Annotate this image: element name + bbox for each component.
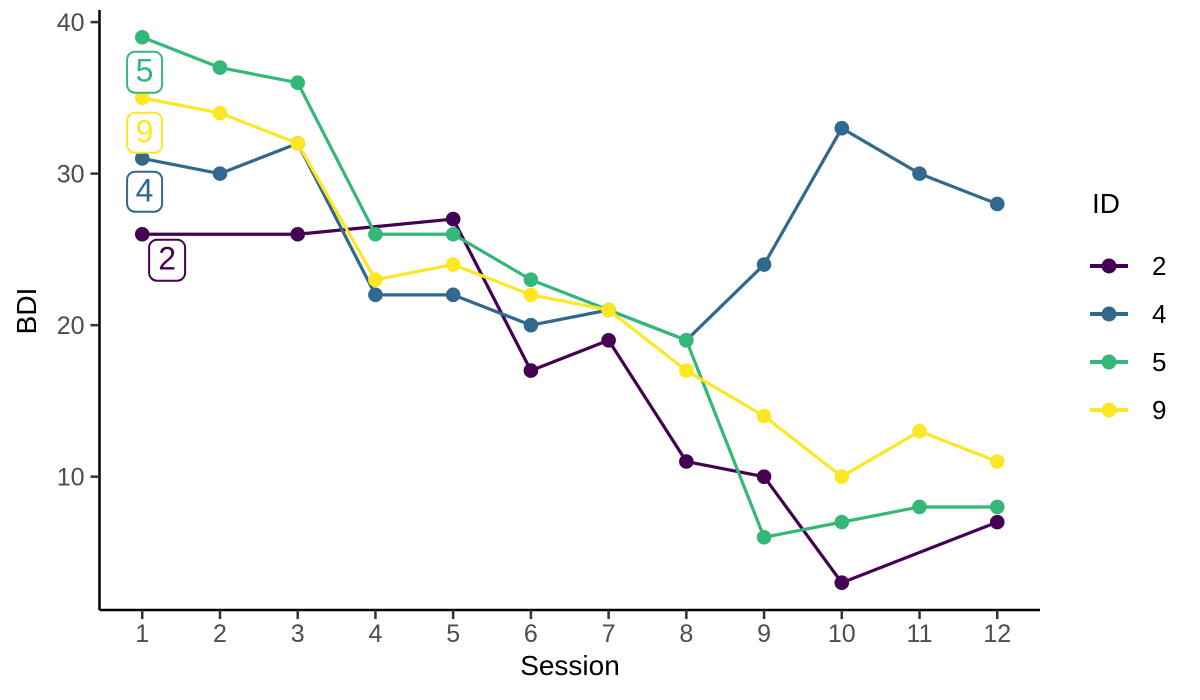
x-tick-label: 10	[828, 620, 856, 648]
legend-item-2: 2	[1086, 242, 1166, 290]
legend-dot-icon	[1101, 354, 1117, 370]
series-label-2: 2	[148, 238, 187, 282]
legend-swatch-icon	[1090, 258, 1128, 274]
data-point-5	[290, 75, 306, 91]
y-axis-title: BDI	[11, 287, 42, 335]
data-point-2	[756, 469, 772, 484]
data-point-9	[601, 302, 616, 318]
x-axis-title: Session	[520, 650, 620, 681]
x-tick-label: 3	[291, 620, 305, 648]
series-label-9: 9	[125, 111, 164, 155]
x-tick-label: 6	[524, 620, 538, 648]
legend-dot-icon	[1101, 402, 1117, 418]
y-tick-label: 40	[57, 9, 85, 37]
series-line-2	[142, 217, 998, 585]
data-point-2	[523, 363, 539, 378]
series-label-4: 4	[125, 170, 164, 214]
legend-label: 9	[1152, 394, 1167, 425]
legend-dot-icon	[1101, 258, 1117, 274]
data-point-5	[679, 333, 694, 348]
data-point-4	[912, 166, 927, 181]
data-point-5	[756, 529, 772, 545]
legend-title: ID	[1092, 188, 1120, 219]
data-point-2	[134, 226, 150, 242]
series-line-5	[141, 35, 998, 539]
data-point-4	[989, 196, 1005, 212]
x-tick-label: 4	[368, 620, 382, 648]
data-point-2	[679, 454, 694, 469]
x-tick-label: 7	[602, 620, 616, 648]
legend-label: 5	[1152, 346, 1167, 377]
data-point-2	[445, 211, 461, 227]
legend-label: 4	[1152, 298, 1167, 329]
legend-dot-icon	[1101, 306, 1117, 322]
data-point-5	[212, 60, 228, 75]
data-point-4	[445, 287, 461, 303]
legend-item-4: 4	[1086, 290, 1166, 338]
y-tick-label: 10	[57, 464, 85, 492]
y-tick-label: 30	[57, 161, 85, 189]
data-point-2	[989, 514, 1005, 530]
data-point-5	[523, 272, 539, 287]
data-point-9	[134, 90, 150, 106]
x-tick-label: 5	[446, 620, 460, 648]
legend-swatch-icon	[1090, 354, 1128, 370]
data-point-5	[445, 226, 461, 242]
data-point-4	[834, 120, 850, 136]
series-line-4	[141, 126, 998, 342]
data-point-9	[756, 408, 772, 424]
data-point-9	[989, 454, 1005, 469]
data-point-4	[756, 257, 772, 272]
legend-item-5: 5	[1086, 338, 1166, 386]
x-tick-label: 12	[983, 620, 1011, 648]
data-point-9	[445, 257, 461, 272]
data-point-9	[679, 363, 694, 378]
legend-label: 2	[1152, 250, 1167, 281]
x-tick-label: 2	[213, 620, 227, 648]
data-point-2	[601, 333, 616, 348]
data-point-9	[368, 272, 383, 287]
data-point-2	[834, 575, 850, 591]
data-point-4	[368, 287, 383, 303]
data-point-5	[989, 499, 1005, 515]
data-point-4	[134, 151, 150, 166]
data-point-4	[523, 317, 539, 333]
x-tick-label: 8	[679, 620, 693, 648]
data-point-5	[834, 514, 850, 530]
x-tick-label: 11	[907, 620, 933, 648]
data-point-5	[912, 499, 927, 515]
data-point-9	[523, 287, 539, 303]
legend-swatch-icon	[1090, 306, 1128, 322]
legend-swatch-icon	[1090, 402, 1128, 418]
data-point-9	[912, 423, 927, 439]
series-label-5: 5	[125, 50, 164, 94]
x-tick-label: 9	[757, 620, 771, 648]
legend: ID 2 4 5 9	[1086, 188, 1166, 434]
data-point-5	[368, 226, 383, 242]
data-point-9	[834, 469, 850, 484]
data-point-4	[212, 166, 228, 181]
data-point-2	[290, 226, 306, 242]
data-point-5	[134, 29, 150, 45]
legend-item-9: 9	[1086, 386, 1166, 434]
series-line-9	[141, 96, 998, 479]
data-point-9	[212, 105, 228, 121]
x-tick-label: 1	[135, 620, 149, 648]
legend-items: 2 4 5 9	[1086, 242, 1166, 434]
data-point-9	[290, 136, 306, 151]
y-tick-label: 20	[57, 312, 85, 340]
